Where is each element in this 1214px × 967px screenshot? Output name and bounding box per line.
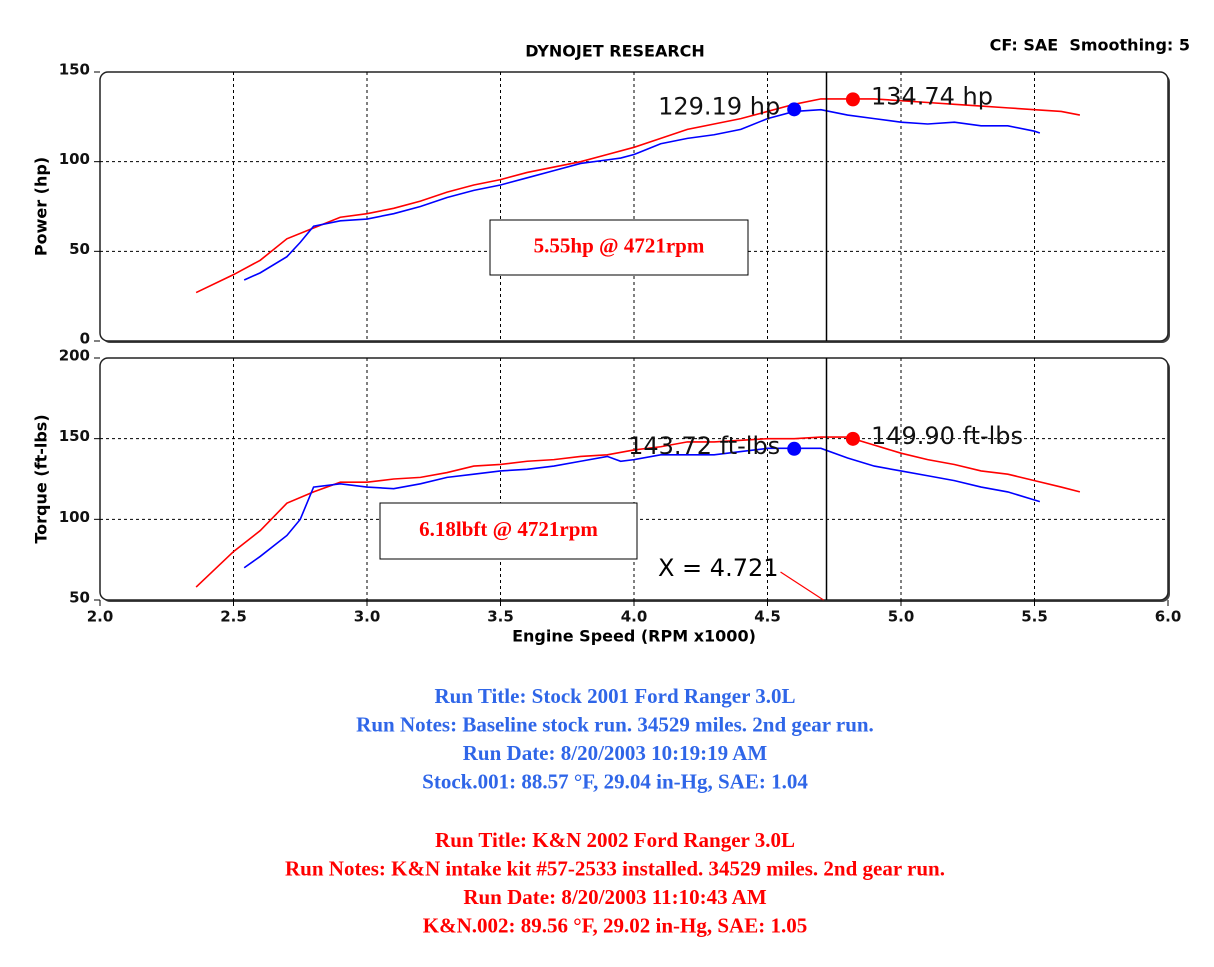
y-tick-label: 200 xyxy=(59,347,90,365)
annotation-box xyxy=(379,502,638,560)
annotation: 6.18lbft @ 4721rpm xyxy=(419,517,598,541)
y-tick-label: 50 xyxy=(69,589,90,607)
y-tick-label: 150 xyxy=(59,427,90,445)
x-tick-label: 4.0 xyxy=(621,608,648,626)
x-axis-label: Engine Speed (RPM x1000) xyxy=(512,627,756,646)
series-line xyxy=(195,436,1081,588)
chart-title: DYNOJET RESEARCH xyxy=(525,42,705,61)
run-info: Run Title: K&N 2002 Ford Ranger 3.0L xyxy=(435,828,795,852)
peak-marker xyxy=(787,102,802,117)
y-axis-label: Power (hp) xyxy=(32,157,51,256)
x-tick-label: 4.5 xyxy=(754,608,781,626)
run-info: Run Date: 8/20/2003 11:10:43 AM xyxy=(463,885,767,909)
peak-label: 129.19 hp xyxy=(658,92,780,120)
run-info: K&N.002: 89.56 °F, 29.02 in-Hg, SAE: 1.0… xyxy=(423,913,807,937)
annotation-box xyxy=(489,219,749,276)
x-tick-label: 5.0 xyxy=(888,608,915,626)
run-info: Run Date: 8/20/2003 10:19:19 AM xyxy=(463,741,768,765)
y-tick-label: 150 xyxy=(59,61,90,79)
peak-marker xyxy=(845,431,860,446)
settings: CF: SAE Smoothing: 5 xyxy=(990,36,1190,55)
cursor-pointer xyxy=(780,571,824,601)
peak-label: 134.74 hp xyxy=(871,82,993,110)
x-tick-label: 5.5 xyxy=(1021,608,1048,626)
x-tick-label: 3.5 xyxy=(487,608,514,626)
series-line xyxy=(243,108,1041,281)
annotation: 5.55hp @ 4721rpm xyxy=(534,233,705,257)
x-tick-label: 2.5 xyxy=(220,608,247,626)
run-info: Run Notes: K&N intake kit #57-2533 insta… xyxy=(285,856,945,880)
y-tick-label: 100 xyxy=(59,150,90,168)
run-info: Run Notes: Baseline stock run. 34529 mil… xyxy=(356,712,874,736)
cursor-label: X = 4.721 xyxy=(658,554,779,582)
x-tick-label: 3.0 xyxy=(354,608,381,626)
x-tick-label: 2.0 xyxy=(87,608,114,626)
peak-label: 143.72 ft-lbs xyxy=(628,432,780,460)
series-line xyxy=(243,447,1041,569)
y-axis-label: Torque (ft-lbs) xyxy=(32,414,51,543)
y-tick-label: 50 xyxy=(69,240,90,258)
y-tick-label: 0 xyxy=(80,330,90,348)
peak-marker xyxy=(787,441,802,456)
run-info: Stock.001: 88.57 °F, 29.04 in-Hg, SAE: 1… xyxy=(422,769,808,793)
series-line xyxy=(195,98,1081,294)
peak-marker xyxy=(845,92,860,107)
x-tick-label: 6.0 xyxy=(1155,608,1182,626)
y-tick-label: 100 xyxy=(59,508,90,526)
run-info: Run Title: Stock 2001 Ford Ranger 3.0L xyxy=(434,684,795,708)
peak-label: 149.90 ft-lbs xyxy=(871,422,1023,450)
